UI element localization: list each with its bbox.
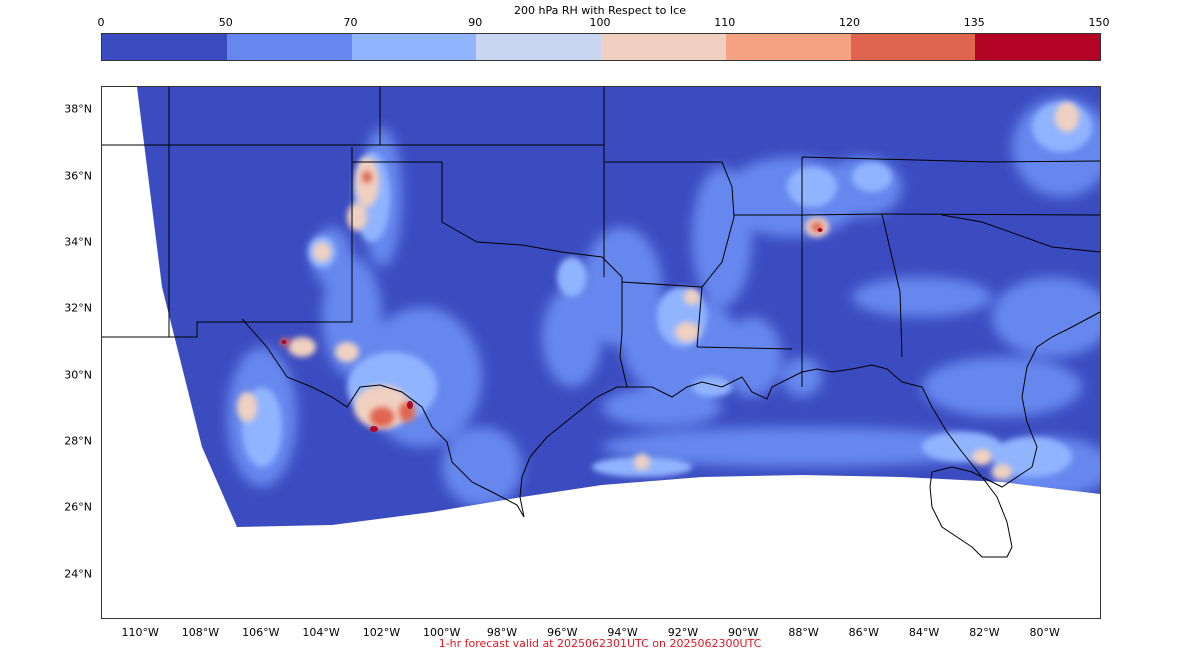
colorbar-tick-label: 150 xyxy=(1088,16,1110,29)
border-lines xyxy=(102,87,1100,388)
colorbar-tick-label: 100 xyxy=(589,16,611,29)
rh-field xyxy=(137,87,1100,527)
colorbar-tick-label: 120 xyxy=(839,16,860,29)
colorbar-tick-label: 0 xyxy=(97,16,105,29)
longitude-label: 98°W xyxy=(486,626,518,639)
longitude-label: 104°W xyxy=(302,626,340,639)
longitude-label: 108°W xyxy=(181,626,220,639)
colorbar-segment xyxy=(850,34,976,60)
longitude-label: 86°W xyxy=(848,626,879,639)
forecast-valid-text: 1-hr forecast valid at 2025062301UTC on … xyxy=(438,637,762,650)
latitude-label: 28°N xyxy=(64,434,92,448)
longitude-label: 80°W xyxy=(1029,626,1060,639)
colorbar-segment xyxy=(476,34,601,60)
latitude-label: 26°N xyxy=(64,500,92,514)
longitude-label: 110°W xyxy=(121,626,159,639)
colorbar-tick-label: 70 xyxy=(343,16,358,29)
latitude-label: 32°N xyxy=(64,301,92,315)
longitude-label: 92°W xyxy=(667,626,699,639)
longitude-label: 102°W xyxy=(362,626,401,639)
latitude-label: 38°N xyxy=(64,102,92,116)
colorbar-tick-label: 110 xyxy=(714,16,736,29)
field-blobs-100-120 xyxy=(237,102,1079,480)
longitude-label: 90°W xyxy=(728,626,759,639)
longitude-label: 100°W xyxy=(423,626,461,639)
colorbar-segment xyxy=(601,34,726,60)
latitude-label: 24°N xyxy=(64,567,92,581)
colorbar-segment xyxy=(226,34,352,60)
colorbar-segment xyxy=(351,34,477,60)
colorbar-tick-label: 50 xyxy=(218,16,233,29)
longitude-label: 106°W xyxy=(242,626,280,639)
latitude-label: 36°N xyxy=(64,169,92,183)
rh-map xyxy=(102,87,1100,558)
colorbar-segment xyxy=(725,34,851,60)
longitude-label: 94°W xyxy=(607,626,638,639)
latitude-label: 30°N xyxy=(64,368,92,382)
colorbar-title: 200 hPa RH with Respect to Ice xyxy=(514,4,686,17)
longitude-label: 82°W xyxy=(969,626,1000,639)
longitude-label: 84°W xyxy=(908,626,940,639)
field-blobs-135-150 xyxy=(281,228,823,432)
colorbar-tick-label: 135 xyxy=(963,16,985,29)
longitude-label: 88°W xyxy=(788,626,819,639)
colorbar-segment xyxy=(102,34,227,60)
colorbar xyxy=(101,33,1101,61)
colorbar-segment xyxy=(975,34,1100,60)
longitude-label: 96°W xyxy=(547,626,578,639)
latitude-label: 34°N xyxy=(64,235,92,249)
coastline xyxy=(519,311,1100,558)
state-borders xyxy=(102,87,1100,558)
colorbar-tick-label: 90 xyxy=(468,16,483,29)
map-frame xyxy=(101,86,1101,619)
rio-grande xyxy=(241,318,525,518)
